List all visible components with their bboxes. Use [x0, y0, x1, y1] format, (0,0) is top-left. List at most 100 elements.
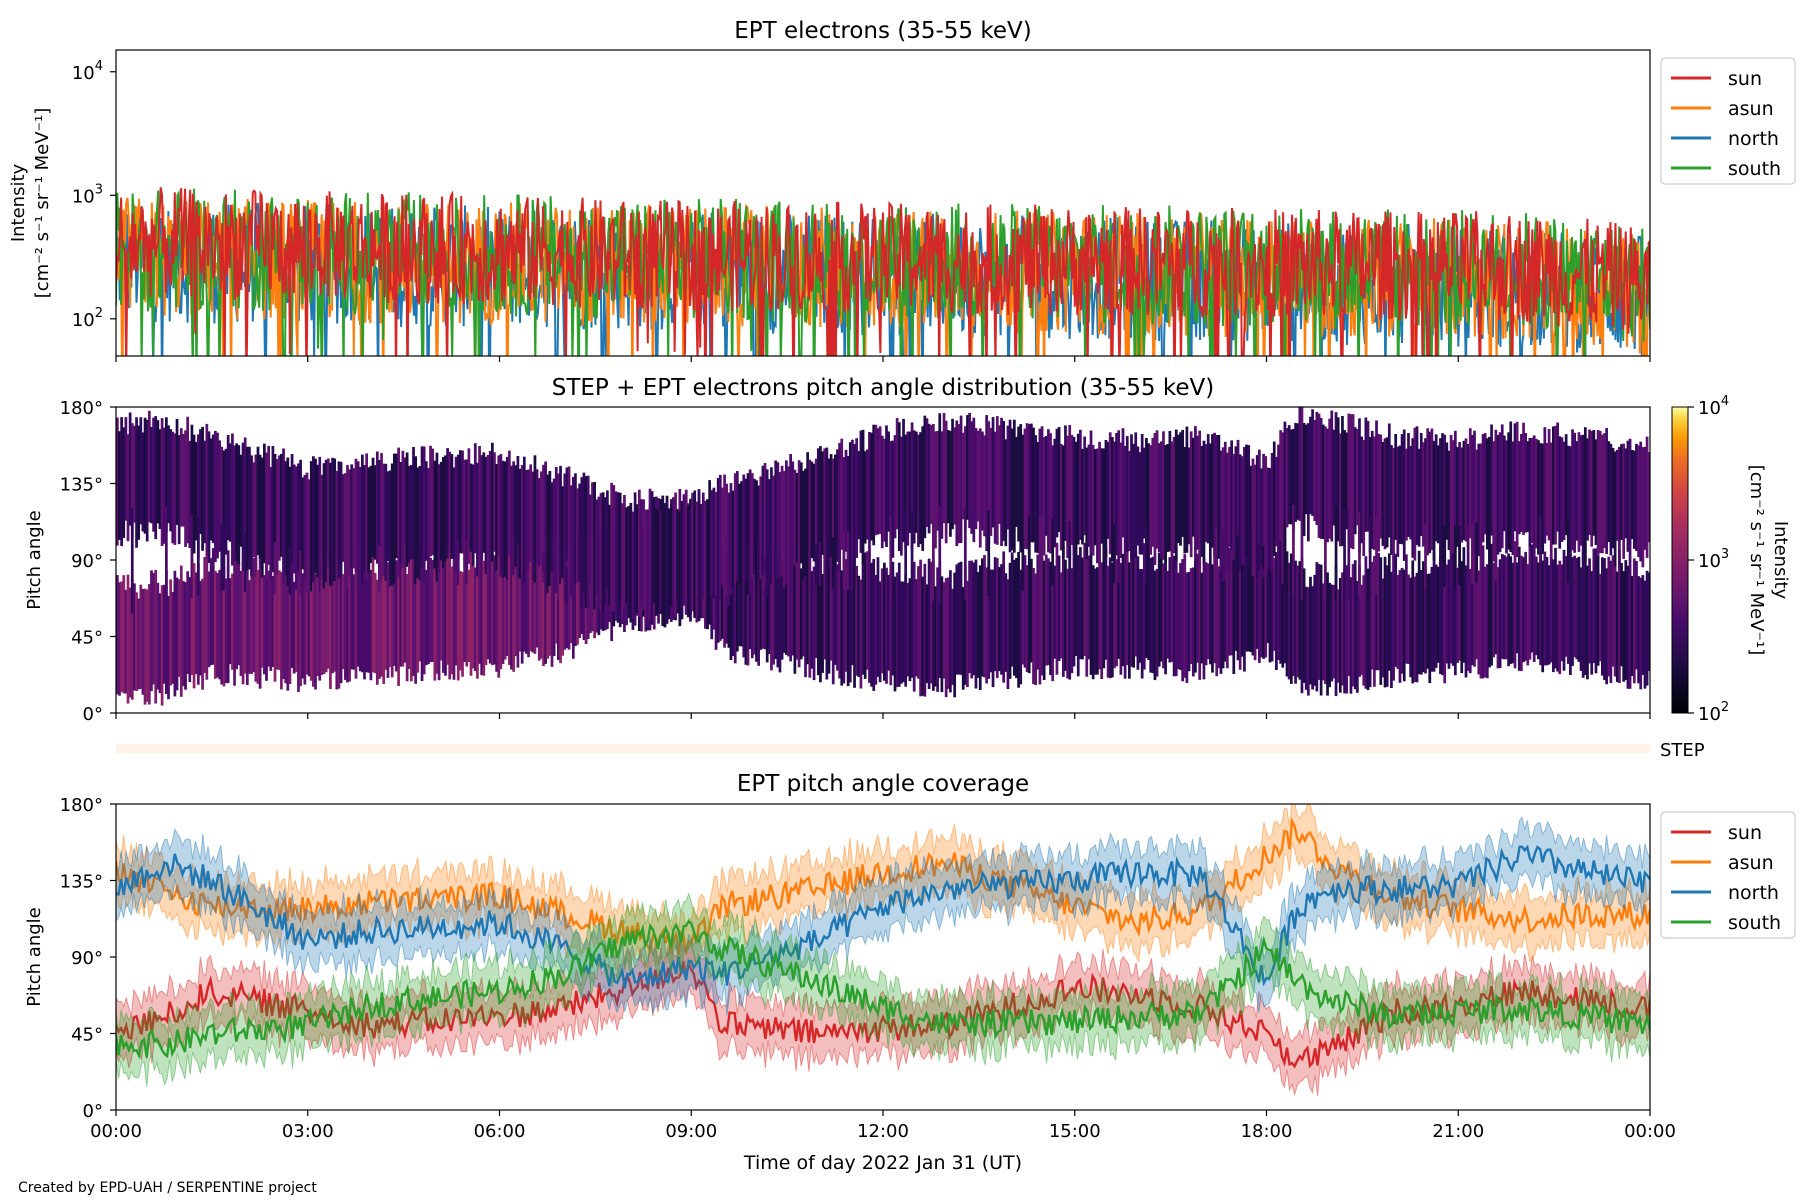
heatmap-cell: [780, 550, 784, 660]
heatmap-cell: [1277, 444, 1280, 559]
heatmap-cell: [1370, 430, 1374, 549]
heatmap-cell: [282, 448, 285, 583]
heatmap-cell: [333, 553, 337, 672]
heatmap-cell: [135, 417, 138, 548]
heatmap-cell: [150, 426, 153, 524]
heatmap-cell: [827, 458, 831, 567]
heatmap-cell: [812, 566, 816, 681]
heatmap-cell: [1023, 555, 1027, 668]
heatmap-cell: [446, 448, 449, 559]
heatmap-cell: [721, 487, 724, 586]
heatmap-cell: [537, 551, 541, 661]
heatmap-cell: [1191, 437, 1195, 537]
heatmap-cell: [746, 473, 750, 595]
heatmap-cell: [1586, 438, 1589, 541]
heatmap-cell: [1447, 450, 1451, 550]
heatmap-cell: [953, 572, 957, 698]
heatmap-cell: [1202, 440, 1206, 564]
heatmap-cell: [1351, 563, 1355, 687]
heatmap-cell: [998, 567, 1001, 672]
heatmap-cell: [1592, 430, 1596, 536]
heatmap-cell: [1027, 515, 1031, 590]
heatmap-cell: [1296, 565, 1300, 678]
colorbar-tick-label: 103: [1698, 547, 1729, 572]
x-tick-label: 12:00: [857, 1121, 909, 1142]
heatmap-cell: [1027, 423, 1031, 555]
heatmap-cell: [1198, 550, 1202, 680]
heatmap-cell: [808, 459, 812, 582]
heatmap-cell: [544, 555, 547, 664]
heatmap-cell: [1541, 560, 1545, 673]
heatmap-cell: [1509, 421, 1513, 552]
heatmap-cell: [1162, 563, 1165, 669]
heatmap-cell: [531, 471, 535, 580]
heatmap-cell: [1147, 543, 1150, 660]
heatmap-cell: [1255, 535, 1259, 649]
heatmap-cell: [1309, 576, 1312, 685]
heatmap-cell: [1230, 440, 1234, 550]
heatmap-cell: [819, 542, 822, 586]
heatmap-cell: [1315, 562, 1319, 692]
heatmap-cell: [825, 447, 829, 583]
heatmap-cell: [1343, 430, 1346, 526]
heatmap-cell: [904, 574, 908, 687]
heatmap-cell: [243, 437, 247, 571]
heatmap-cell: [150, 570, 153, 692]
heatmap-cell: [1044, 436, 1048, 536]
heatmap-cell: [1453, 430, 1457, 549]
heatmap-cell: [1628, 579, 1632, 689]
heatmap-cell: [1515, 421, 1519, 558]
heatmap-cell: [1336, 417, 1340, 542]
heatmap-cell: [1038, 428, 1042, 543]
heatmap-cell: [1402, 429, 1406, 561]
heatmap-cell: [1573, 432, 1577, 553]
heatmap-cell: [1102, 448, 1106, 547]
heatmap-cell: [963, 566, 967, 685]
heatmap-cell: [1598, 430, 1602, 553]
heatmap-cell: [154, 416, 158, 540]
heatmap-cell: [1581, 549, 1585, 678]
panel3-ylabel: Pitch angle: [24, 907, 45, 1006]
heatmap-cell: [401, 450, 405, 568]
heatmap-cell: [395, 453, 398, 559]
heatmap-cell: [1613, 563, 1617, 677]
heatmap-cell: [365, 567, 368, 673]
heatmap-cell: [1434, 564, 1438, 668]
heatmap-cell: [919, 559, 922, 697]
heatmap-cell: [1285, 551, 1289, 677]
heatmap-cell: [1458, 570, 1461, 661]
heatmap-cell: [273, 564, 277, 682]
heatmap-cell: [1132, 443, 1136, 563]
heatmap-cell: [307, 563, 311, 677]
heatmap-cell: [1270, 558, 1274, 662]
heatmap-cell: [1292, 564, 1295, 676]
heatmap-cell: [348, 575, 351, 682]
colorbar-tick-label: 102: [1698, 700, 1729, 725]
heatmap-cell: [853, 549, 856, 688]
heatmap-cell: [1164, 445, 1167, 563]
heatmap-cell: [1573, 555, 1577, 658]
heatmap-cell: [320, 576, 324, 675]
heatmap-cell: [245, 557, 249, 686]
heatmap-cell: [1353, 427, 1357, 535]
heatmap-cell: [1511, 562, 1515, 664]
heatmap-cell: [431, 559, 435, 662]
heatmap-cell: [1413, 427, 1417, 561]
heatmap-cell: [501, 567, 505, 664]
heatmap-cell: [1038, 517, 1042, 588]
heatmap-cell: [367, 551, 371, 673]
heatmap-cell: [902, 418, 905, 543]
heatmap-cell: [925, 418, 929, 527]
heatmap-cell: [544, 461, 547, 590]
heatmap-cell: [631, 511, 635, 620]
heatmap-cell: [1441, 433, 1444, 563]
heatmap-cell: [1074, 441, 1078, 563]
heatmap-cell: [985, 567, 988, 684]
heatmap-cell: [1185, 572, 1189, 683]
heatmap-cell: [1358, 565, 1361, 677]
heatmap-cell: [1483, 566, 1487, 678]
heatmap-cell: [810, 571, 814, 669]
step-label: STEP: [1660, 740, 1705, 761]
heatmap-cell: [1507, 553, 1510, 667]
heatmap-cell: [427, 562, 430, 665]
